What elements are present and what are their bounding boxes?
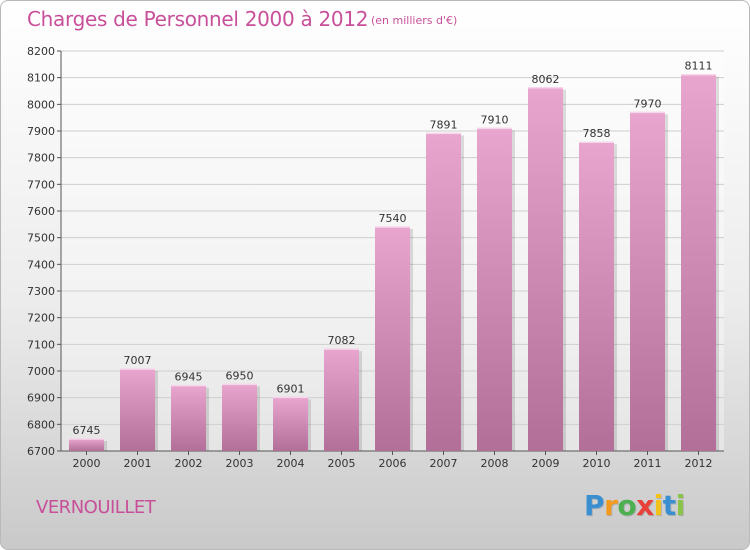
data-label: 7910 xyxy=(481,113,509,126)
bars xyxy=(69,73,719,452)
chart-subtitle: (en milliers d'€) xyxy=(371,14,458,27)
y-tick-label: 7700 xyxy=(27,178,55,191)
data-label: 7891 xyxy=(430,118,458,131)
data-label: 6745 xyxy=(73,424,101,437)
bar xyxy=(324,349,359,451)
data-label: 7007 xyxy=(124,354,152,367)
logo-letter: i xyxy=(675,489,686,522)
x-tick-label: 2004 xyxy=(277,457,305,470)
proxiti-logo: Proxiti xyxy=(584,489,685,522)
y-tick-label: 8000 xyxy=(27,98,55,111)
x-tick-label: 2002 xyxy=(175,457,203,470)
x-tick-label: 2005 xyxy=(328,457,356,470)
logo-letter: x xyxy=(636,489,654,522)
data-label: 7858 xyxy=(583,127,611,140)
data-label: 8062 xyxy=(532,73,560,86)
bar xyxy=(375,227,410,451)
bar xyxy=(171,385,206,451)
y-tick-label: 6700 xyxy=(27,445,55,458)
y-tick-label: 7900 xyxy=(27,125,55,138)
x-tick-label: 2008 xyxy=(481,457,509,470)
bar xyxy=(222,384,257,451)
bar xyxy=(681,74,716,451)
data-label: 6950 xyxy=(226,369,254,382)
bar xyxy=(69,439,104,451)
x-tick-label: 2003 xyxy=(226,457,254,470)
y-tick-label: 8100 xyxy=(27,72,55,85)
x-tick-label: 2011 xyxy=(634,457,662,470)
bar xyxy=(477,128,512,451)
data-label: 8111 xyxy=(685,60,713,73)
x-tick-label: 2001 xyxy=(124,457,152,470)
x-tick-label: 2007 xyxy=(430,457,458,470)
bar xyxy=(630,112,665,451)
y-tick-label: 6800 xyxy=(27,418,55,431)
data-label: 7970 xyxy=(634,97,662,110)
y-tick-label: 6900 xyxy=(27,392,55,405)
y-tick-label: 7800 xyxy=(27,152,55,165)
y-tick-label: 7400 xyxy=(27,258,55,271)
y-tick-label: 7200 xyxy=(27,312,55,325)
y-tick-label: 7100 xyxy=(27,338,55,351)
y-tick-label: 7300 xyxy=(27,285,55,298)
bar xyxy=(426,133,461,451)
y-tick-label: 7500 xyxy=(27,232,55,245)
y-tick-label: 7000 xyxy=(27,365,55,378)
data-label: 7540 xyxy=(379,212,407,225)
bar xyxy=(579,142,614,451)
city-name: VERNOUILLET xyxy=(36,497,156,518)
bar xyxy=(120,369,155,451)
logo-letter: P xyxy=(584,489,605,522)
y-tick-label: 7600 xyxy=(27,205,55,218)
x-tick-label: 2009 xyxy=(532,457,560,470)
chart-title: Charges de Personnel 2000 à 2012 xyxy=(27,7,369,31)
logo-letter: o xyxy=(617,489,637,522)
logo-letter: t xyxy=(662,489,676,522)
data-label: 6945 xyxy=(175,371,203,384)
bar xyxy=(528,87,563,452)
bar xyxy=(273,397,308,451)
data-label: 7082 xyxy=(328,334,356,347)
logo-letter: i xyxy=(653,489,664,522)
labels: 6700 6800 6900 7000 7100 7200 7300 7400 7500 7600… xyxy=(27,45,713,470)
x-tick-label: 2012 xyxy=(685,457,713,470)
y-tick-label: 8200 xyxy=(27,45,55,58)
x-tick-label: 2000 xyxy=(73,457,101,470)
x-tick-label: 2010 xyxy=(583,457,611,470)
data-label: 6901 xyxy=(277,382,305,395)
logo-letter: r xyxy=(604,489,618,522)
x-tick-label: 2006 xyxy=(379,457,407,470)
